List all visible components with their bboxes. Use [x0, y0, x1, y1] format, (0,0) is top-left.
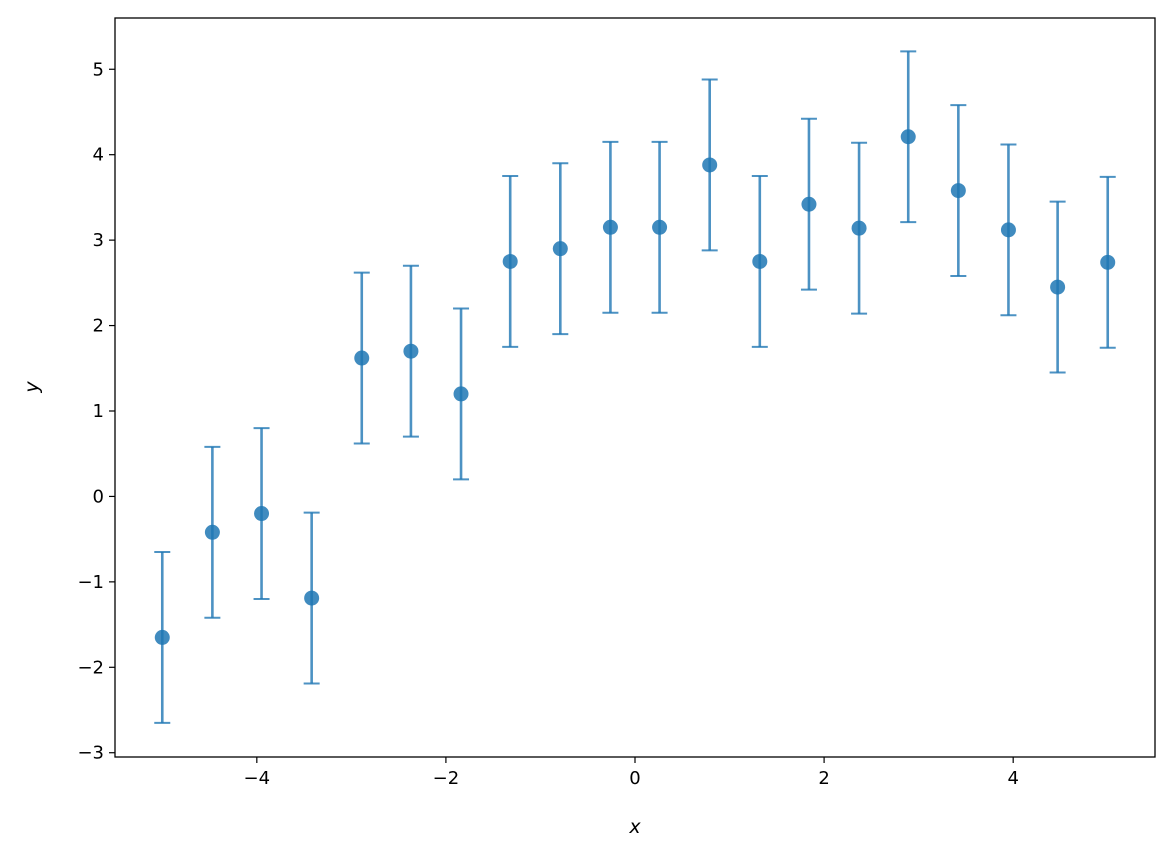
data-point [602, 219, 618, 235]
y-tick-label: 5 [93, 59, 104, 80]
x-tick-label: 2 [818, 768, 829, 789]
x-axis-label: x [628, 816, 641, 838]
y-tick-label: 2 [93, 316, 104, 337]
data-point [702, 157, 718, 173]
x-tick-label: −4 [244, 768, 271, 789]
y-axis-label: y [21, 381, 43, 394]
data-point [304, 590, 320, 606]
y-tick-label: −1 [77, 572, 104, 593]
x-tick-label: 0 [629, 768, 640, 789]
data-point [1050, 279, 1066, 295]
y-tick-label: 1 [93, 401, 104, 422]
data-point [652, 219, 668, 235]
data-point [502, 253, 518, 269]
data-point [1100, 254, 1116, 270]
x-tick-label: −2 [433, 768, 460, 789]
y-tick-label: 0 [93, 486, 104, 507]
x-axis-ticks: −4 −2 0 2 4 [244, 757, 1019, 789]
data-point [154, 629, 170, 645]
y-axis-ticks: −3 −2 −1 0 1 2 3 4 5 [77, 59, 115, 764]
data-point [900, 129, 916, 145]
data-point [801, 196, 817, 212]
data-point [1000, 222, 1016, 238]
data-point [851, 220, 867, 236]
y-tick-label: −2 [77, 657, 104, 678]
x-tick-label: 4 [1007, 768, 1018, 789]
y-tick-label: −3 [77, 743, 104, 764]
y-tick-label: 4 [93, 145, 104, 166]
y-tick-label: 3 [93, 230, 104, 251]
data-point [453, 386, 469, 402]
data-point [204, 524, 220, 540]
data-point [552, 241, 568, 257]
plot-area [115, 18, 1155, 757]
data-point [354, 350, 370, 366]
data-point [752, 253, 768, 269]
data-point [950, 183, 966, 199]
data-point [254, 506, 270, 522]
data-layer [154, 50, 1116, 724]
data-point [403, 343, 419, 359]
